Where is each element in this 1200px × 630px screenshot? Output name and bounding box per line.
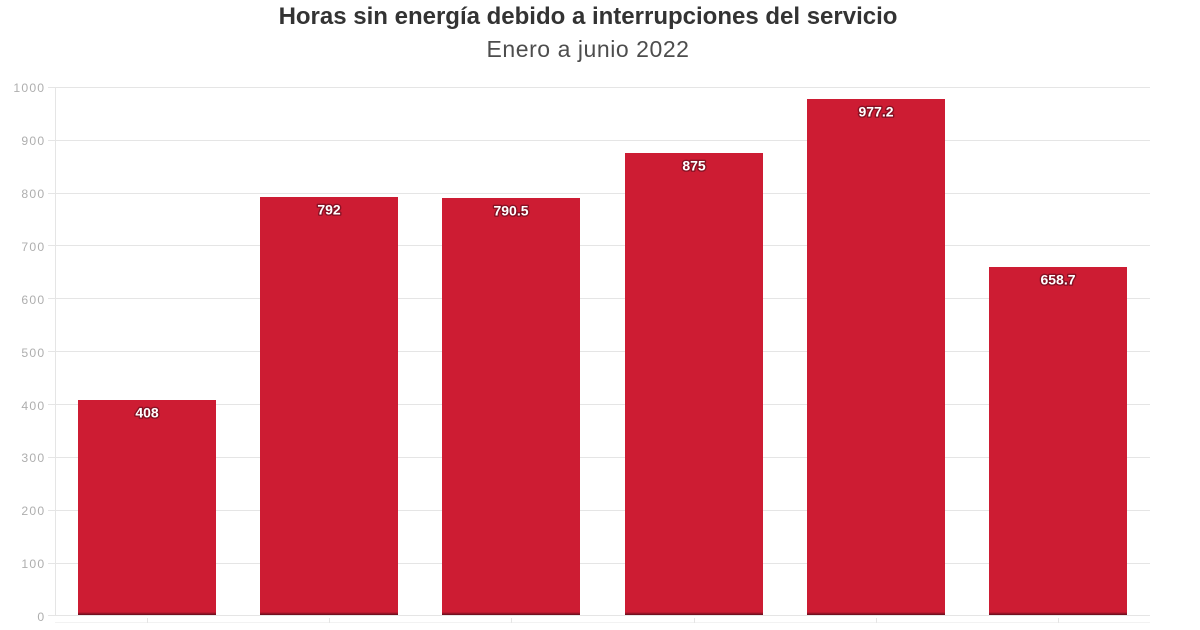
svg-text:977.2: 977.2 <box>858 103 893 119</box>
svg-text:792: 792 <box>317 201 341 217</box>
svg-text:658.7: 658.7 <box>1041 272 1076 288</box>
svg-text:790.5: 790.5 <box>494 202 529 218</box>
svg-text:875: 875 <box>682 158 706 174</box>
svg-text:408: 408 <box>135 404 159 420</box>
